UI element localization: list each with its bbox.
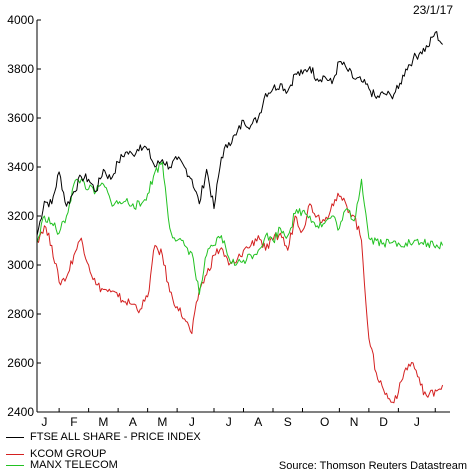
x-tick-label: M	[98, 415, 108, 428]
y-tick-label: 2800	[7, 307, 34, 321]
y-tick-label: 3000	[7, 258, 34, 272]
y-tick-label: 3400	[7, 160, 34, 174]
axes: 2400 2600 2800 3000 3200 3400 3600 3800 4000 J F M A…	[7, 13, 450, 428]
x-tick-label: J	[226, 415, 232, 428]
date-stamp: 23/1/17	[412, 3, 453, 17]
x-tick-label: J	[414, 415, 420, 428]
y-tick-label: 3200	[7, 209, 34, 223]
series-line-kcom	[36, 192, 444, 404]
legend-swatch-manx	[6, 464, 24, 466]
x-tick-label: A	[129, 415, 137, 428]
x-tick-label: S	[284, 415, 292, 428]
series-lines	[36, 31, 444, 404]
y-tick-label: 2600	[7, 356, 34, 370]
legend-item-ftse: FTSE ALL SHARE - PRICE INDEX	[6, 430, 201, 444]
x-tick-label: J	[41, 415, 47, 428]
y-tick-label: 3600	[7, 111, 34, 125]
y-tick-label: 3800	[7, 62, 34, 76]
x-tick-label: O	[320, 415, 329, 428]
legend-label-manx: MANX TELECOM	[30, 459, 118, 471]
legend-label-ftse: FTSE ALL SHARE - PRICE INDEX	[30, 431, 201, 443]
line-chart: 2400 2600 2800 3000 3200 3400 3600 3800 4000 J F M A…	[7, 13, 450, 428]
y-tick-label: 2400	[7, 405, 34, 419]
legend-item-kcom: KCOM GROUP	[6, 447, 106, 461]
legend-item-manx: MANX TELECOM	[6, 458, 118, 472]
y-tick-label: 4000	[7, 13, 34, 27]
source-note: Source: Thomson Reuters Datastream	[278, 460, 467, 472]
x-tick-label: F	[70, 415, 77, 428]
legend: FTSE ALL SHARE - PRICE INDEX KCOM GROUP …	[0, 428, 475, 476]
legend-swatch-kcom	[6, 453, 24, 455]
x-tick-label: N	[350, 415, 359, 428]
legend-label-kcom: KCOM GROUP	[30, 448, 107, 460]
legend-swatch-ftse	[6, 436, 24, 438]
x-tick-label: A	[254, 415, 262, 428]
series-line-ftse	[36, 31, 443, 236]
x-tick-label: J	[189, 415, 195, 428]
series-line-manx	[36, 161, 444, 295]
x-tick-label: M	[157, 415, 167, 428]
x-tick-label: D	[379, 415, 388, 428]
